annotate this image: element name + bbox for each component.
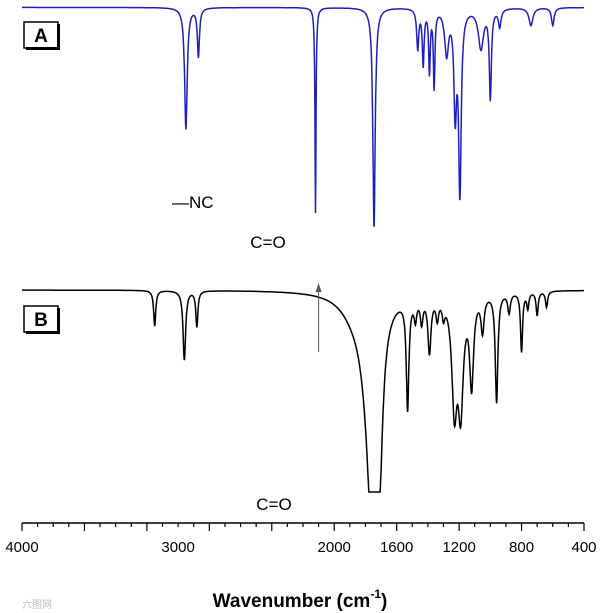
x-tick-label: 1600 — [380, 539, 413, 556]
x-tick-label: 4000 — [5, 539, 38, 556]
panel-b-annotation-co: C=O — [256, 495, 291, 514]
panel-a-label: A — [34, 26, 48, 47]
panel-a-label-shadow-bottom — [26, 47, 60, 50]
x-axis-title-superscript: -1 — [370, 587, 381, 601]
panel-b-label-shadow — [57, 308, 60, 334]
x-tick-label: 3000 — [161, 539, 194, 556]
panel-b: B C=O — [22, 283, 584, 514]
panel-a-annotation-co: C=O — [250, 233, 285, 252]
panel-a-label-box — [23, 21, 59, 49]
spectrum-b-line — [22, 289, 584, 493]
x-tick-label: 400 — [571, 539, 596, 556]
x-tick-label: 1200 — [442, 539, 475, 556]
panel-b-arrow-head — [315, 283, 322, 292]
x-axis-title-close: ) — [381, 591, 387, 612]
x-axis-title-text: Wavenumber (cm — [213, 591, 371, 612]
watermark: 六图网 — [22, 599, 52, 611]
panel-b-label: B — [34, 310, 48, 331]
panel-a-label-shadow — [57, 24, 60, 50]
panel-b-label-shadow-bottom — [26, 331, 60, 334]
x-tick-label: 2000 — [318, 539, 351, 556]
panel-b-label-box — [23, 305, 59, 333]
x-axis: 4000 3000 2000 1600 1200 800 400 — [5, 522, 597, 556]
spectrum-a-line — [22, 6, 584, 227]
panel-b-arrow — [315, 283, 322, 352]
x-tick-label: 800 — [509, 539, 534, 556]
panel-a-annotation-nc: —NC — [172, 193, 214, 212]
panel-a-annotation-nc-text: NC — [189, 193, 214, 212]
panel-a: A —NC C=O — [22, 6, 584, 252]
panel-a-annotation-nc-leader: — — [172, 193, 189, 212]
x-axis-title: Wavenumber (cm-1) — [213, 587, 388, 612]
